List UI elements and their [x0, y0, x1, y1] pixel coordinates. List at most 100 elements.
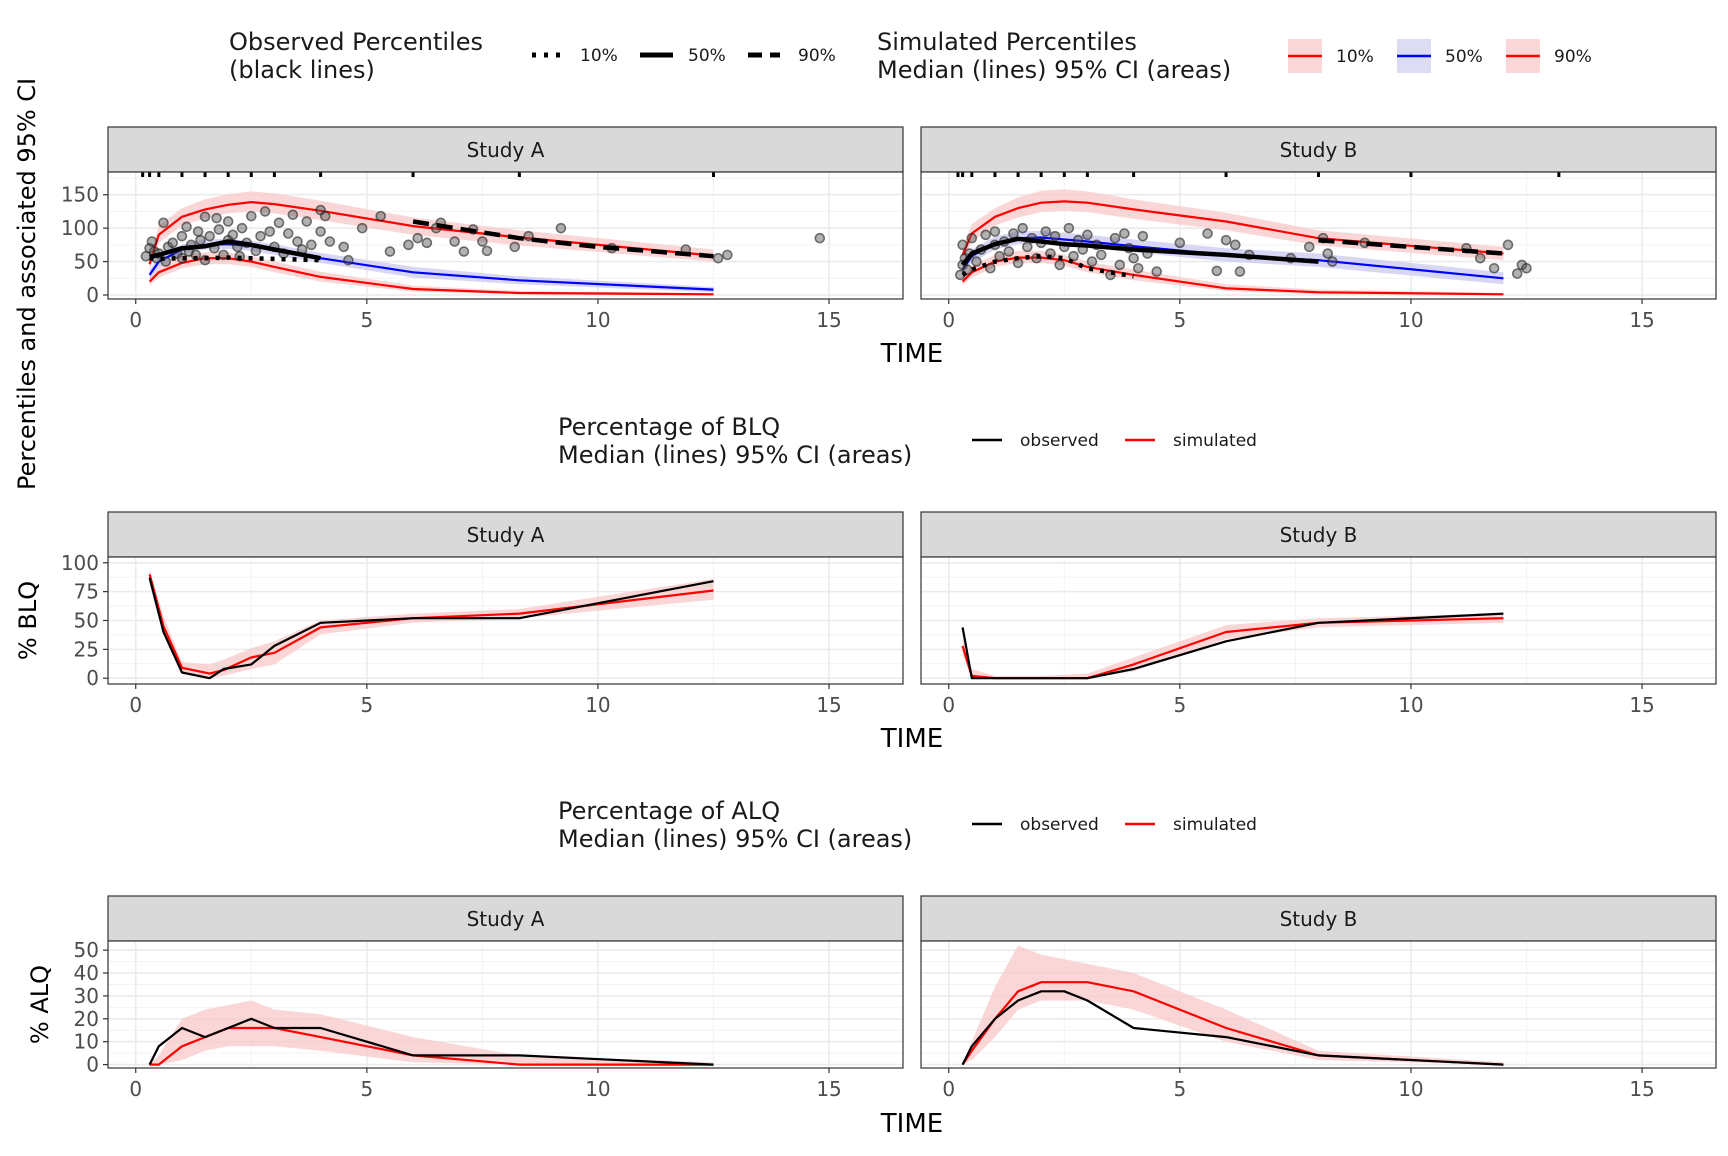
legend-simulated-label-90: 90%	[1554, 47, 1592, 67]
x-tick-label: 5	[1173, 1077, 1186, 1101]
observed-point	[204, 230, 215, 242]
observed-point	[1128, 252, 1139, 264]
observed-point	[421, 237, 433, 249]
observed-point	[1063, 222, 1075, 234]
legend-simulated-label-50: 50%	[1445, 47, 1483, 67]
facet-label: Study A	[467, 523, 545, 547]
observed-point	[1132, 262, 1144, 274]
observed-point	[814, 232, 826, 244]
x-tick-label: 5	[360, 1077, 373, 1101]
observed-point	[458, 246, 470, 257]
legend-simulated-title-line2: Median (lines) 95% CI (areas)	[877, 56, 1231, 84]
observed-point	[1174, 237, 1186, 249]
facet-label: Study B	[1280, 907, 1358, 931]
obs-p50-line	[149, 239, 322, 261]
panel-border	[920, 940, 1717, 1069]
observed-point	[412, 232, 423, 244]
facet-label: Study B	[1280, 138, 1358, 162]
x-tick-label: 10	[585, 308, 610, 332]
legend-observed-key-90: 90%	[748, 46, 836, 66]
y-tick-label: 10	[74, 1030, 99, 1054]
observed-point	[236, 222, 248, 234]
x-tick-label: 15	[816, 308, 841, 332]
observed-point	[211, 212, 222, 224]
observed-point	[167, 237, 179, 249]
observed-point	[282, 228, 294, 239]
legend-simulated-key-90: 90%	[1506, 39, 1592, 73]
y-tick-label: 0	[86, 1053, 99, 1077]
observed-point	[989, 226, 1001, 237]
observed-point	[218, 249, 229, 261]
x-tick-label: 0	[129, 308, 142, 332]
x-axis-label: TIME	[880, 1109, 943, 1139]
legend-observed-label-50: 50%	[688, 46, 726, 66]
legend-alq-title-line1: Percentage of ALQ	[558, 797, 780, 825]
facet-strip	[920, 126, 1717, 173]
observed-point	[722, 249, 733, 261]
simulated-band	[149, 569, 714, 679]
y-tick-label: 50	[74, 250, 99, 274]
observed-point	[1230, 239, 1241, 251]
observed-point	[1114, 259, 1126, 271]
top-y-axis-label: Percentiles and associated 95% CI	[13, 78, 41, 490]
observed-point	[1488, 262, 1500, 274]
y-axis-label: % ALQ	[26, 965, 54, 1044]
x-tick-label: 5	[1173, 693, 1186, 717]
observed-point	[324, 236, 336, 247]
legend-blq: Percentage of BLQ Median (lines) 95% CI …	[558, 413, 1257, 469]
simulated-band	[149, 1000, 714, 1065]
legend-observed-label-10: 10%	[580, 46, 618, 66]
observed-point	[1474, 252, 1486, 264]
panel-border	[920, 556, 1717, 685]
legend-observed-key-10: 10%	[532, 46, 618, 66]
x-tick-label: 10	[1398, 1077, 1423, 1101]
observed-point	[449, 236, 460, 247]
legend-observed-title-line2: (black lines)	[229, 56, 375, 84]
observed-point	[957, 239, 968, 251]
legend-alq-label-observed: observed	[1020, 815, 1099, 835]
panel-border	[107, 171, 904, 300]
x-tick-label: 0	[129, 1077, 142, 1101]
observed-point	[375, 210, 387, 222]
observed-point	[1151, 266, 1163, 277]
observed-point	[292, 236, 303, 247]
legend-blq-label-simulated: simulated	[1173, 431, 1257, 451]
observed-point	[1511, 268, 1523, 279]
y-tick-label: 75	[74, 580, 99, 604]
observed-line	[148, 1017, 714, 1066]
y-tick-label: 40	[74, 961, 99, 985]
x-tick-label: 10	[1398, 308, 1423, 332]
observed-point	[971, 256, 982, 267]
x-tick-label: 0	[129, 693, 142, 717]
observed-point	[1082, 229, 1093, 241]
legend-blq-label-observed: observed	[1020, 431, 1099, 451]
panel-border	[920, 171, 1717, 300]
panel-1: Study B 0 5 10 15	[920, 895, 1717, 1101]
observed-point	[222, 216, 234, 227]
legend-alq-title-line2: Median (lines) 95% CI (areas)	[558, 825, 912, 853]
sim-p90-line	[148, 201, 714, 265]
simulated-band	[962, 945, 1504, 1065]
observed-point	[1068, 250, 1079, 262]
observed-point	[1109, 232, 1121, 244]
legend-observed-key-50: 50%	[640, 46, 726, 66]
legend-simulated-key-10: 10%	[1288, 39, 1374, 73]
facet-strip	[107, 895, 904, 942]
legend-simulated-title-line1: Simulated Percentiles	[877, 28, 1137, 56]
observed-point	[1119, 228, 1130, 239]
observed-point	[477, 236, 488, 247]
observed-point	[1040, 226, 1052, 237]
x-tick-label: 0	[942, 1077, 955, 1101]
x-axis-label: TIME	[880, 339, 943, 369]
x-tick-label: 15	[816, 1077, 841, 1101]
y-axis-label: % BLQ	[14, 581, 42, 660]
observed-point	[273, 217, 285, 229]
observed-point	[523, 230, 534, 242]
observed-line	[961, 612, 1504, 680]
observed-point	[555, 222, 567, 234]
legend-alq: Percentage of ALQ Median (lines) 95% CI …	[558, 797, 1257, 853]
observed-point	[264, 226, 276, 237]
